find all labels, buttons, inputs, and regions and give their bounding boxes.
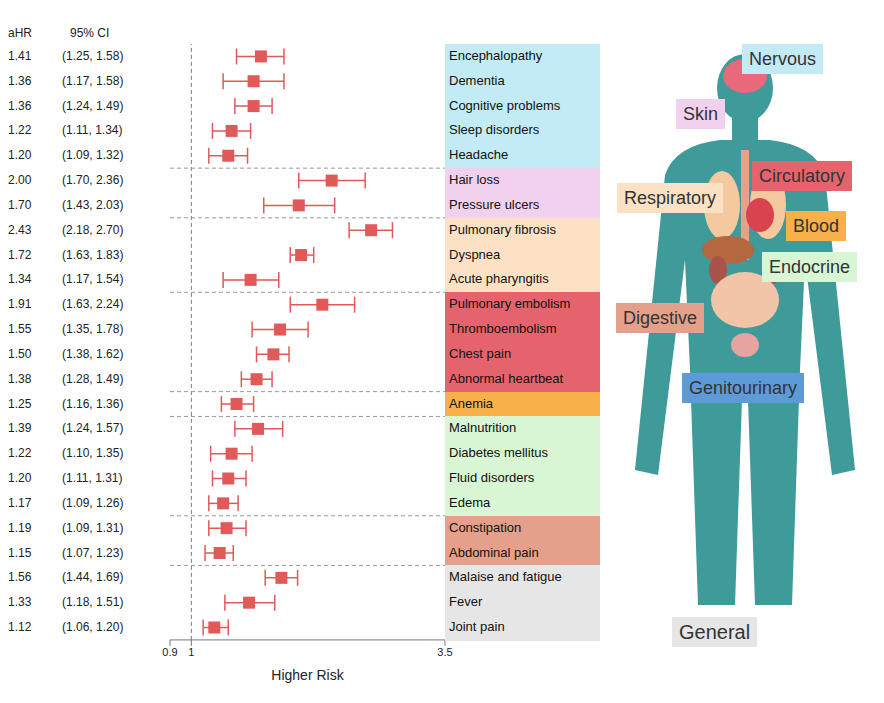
html-text:Constipation: Constipation — [449, 519, 522, 535]
html-text:1.12: 1.12 — [8, 620, 32, 635]
html-text:Pulmonary fibrosis: Pulmonary fibrosis — [449, 221, 556, 237]
html-text:(1.17, 1.54): (1.17, 1.54) — [62, 272, 124, 287]
html-text:(2.18, 2.70): (2.18, 2.70) — [62, 222, 124, 237]
svg-text:Higher Risk: Higher Risk — [271, 667, 344, 683]
html-text:(1.28, 1.49): (1.28, 1.49) — [62, 371, 124, 386]
svg-text:1: 1 — [188, 646, 194, 658]
html-text:Pulmonary embolism: Pulmonary embolism — [449, 296, 571, 312]
html-text:(1.17, 1.58): (1.17, 1.58) — [62, 73, 124, 88]
html-text:1.19: 1.19 — [8, 520, 32, 535]
html-text:Fluid disorders: Fluid disorders — [449, 470, 535, 486]
html-text:1.50: 1.50 — [8, 347, 32, 361]
html-text:Circulatory: Circulatory — [759, 166, 845, 186]
html-text:(1.06, 1.20): (1.06, 1.20) — [62, 620, 124, 635]
html-text:Acute pharyngitis: Acute pharyngitis — [449, 271, 549, 287]
html-text:1.41: 1.41 — [8, 49, 32, 63]
svg-text:0.9: 0.9 — [162, 646, 177, 658]
html-text:Chest pain: Chest pain — [449, 346, 512, 361]
html-text:(1.63, 2.24): (1.63, 2.24) — [62, 297, 124, 312]
html-text:1.55: 1.55 — [8, 322, 32, 337]
html-text:(1.44, 1.69): (1.44, 1.69) — [62, 570, 124, 585]
svg-text:3.5: 3.5 — [437, 646, 452, 658]
html-text:1.33: 1.33 — [8, 595, 32, 610]
html-text:1.22: 1.22 — [8, 446, 32, 461]
html-text:Headache: Headache — [449, 147, 509, 163]
html-text:Nervous: Nervous — [749, 49, 816, 69]
html-text:Skin: Skin — [683, 104, 718, 124]
html-text:Malaise and fatigue: Malaise and fatigue — [449, 569, 562, 585]
html-text:95% CI: 95% CI — [70, 26, 110, 40]
html-text:Endocrine: Endocrine — [769, 257, 851, 277]
html-text:Fever: Fever — [449, 594, 483, 610]
html-text:1.36: 1.36 — [8, 73, 32, 88]
html-text:Sleep disorders: Sleep disorders — [449, 122, 540, 138]
html-text:Cognitive problems: Cognitive problems — [449, 97, 561, 113]
html-text:(1.24, 1.57): (1.24, 1.57) — [62, 421, 124, 436]
html-text:Pressure ulcers: Pressure ulcers — [449, 197, 540, 212]
html-text:1.22: 1.22 — [8, 123, 32, 138]
html-text:(1.16, 1.36): (1.16, 1.36) — [62, 396, 124, 411]
html-text:Respiratory: Respiratory — [624, 188, 716, 208]
html-text:Genitourinary: Genitourinary — [689, 378, 798, 398]
html-text:1.17: 1.17 — [8, 495, 32, 510]
html-text:Dementia: Dementia — [449, 72, 505, 88]
html-text:1.91: 1.91 — [8, 297, 32, 312]
html-text:(1.18, 1.51): (1.18, 1.51) — [62, 595, 124, 610]
html-text:Joint pain: Joint pain — [449, 619, 505, 635]
html-text:(1.10, 1.35): (1.10, 1.35) — [62, 446, 124, 461]
html-text:1.72: 1.72 — [8, 247, 32, 262]
html-text:Encephalopathy: Encephalopathy — [449, 48, 543, 63]
html-text:(1.43, 2.03): (1.43, 2.03) — [62, 198, 124, 212]
html-text:(1.35, 1.78): (1.35, 1.78) — [62, 322, 124, 337]
html-text:(1.24, 1.49): (1.24, 1.49) — [62, 98, 124, 113]
html-text:1.20: 1.20 — [8, 148, 32, 163]
html-text:Thromboembolism: Thromboembolism — [449, 321, 557, 337]
html-text:General: General — [679, 621, 751, 643]
html-text:Dyspnea: Dyspnea — [449, 246, 501, 262]
html-text:(1.25, 1.58): (1.25, 1.58) — [62, 49, 124, 63]
html-text:1.34: 1.34 — [8, 272, 32, 287]
html-text:(1.63, 1.83): (1.63, 1.83) — [62, 247, 124, 262]
html-text:(1.38, 1.62): (1.38, 1.62) — [62, 347, 124, 361]
html-text:(1.09, 1.31): (1.09, 1.31) — [62, 520, 124, 535]
html-text:1.39: 1.39 — [8, 421, 32, 436]
html-text:(1.09, 1.32): (1.09, 1.32) — [62, 148, 124, 163]
html-text:1.15: 1.15 — [8, 545, 32, 560]
html-text:(1.11, 1.34): (1.11, 1.34) — [62, 123, 123, 138]
html-text:1.36: 1.36 — [8, 98, 32, 113]
html-text:1.38: 1.38 — [8, 371, 32, 386]
html-text:1.56: 1.56 — [8, 570, 32, 585]
html-text:1.20: 1.20 — [8, 471, 32, 486]
html-text:(1.07, 1.23): (1.07, 1.23) — [62, 545, 124, 560]
html-text:Malnutrition: Malnutrition — [449, 420, 517, 436]
html-text:aHR: aHR — [8, 26, 32, 40]
html-text:Hair loss: Hair loss — [449, 172, 500, 188]
html-text:2.43: 2.43 — [8, 222, 32, 237]
html-text:(1.70, 2.36): (1.70, 2.36) — [62, 173, 124, 188]
html-text:Blood: Blood — [793, 216, 839, 236]
html-text:1.25: 1.25 — [8, 396, 32, 411]
html-text:Anemia: Anemia — [449, 395, 494, 411]
html-text:2.00: 2.00 — [8, 173, 32, 188]
html-text:(1.11, 1.31): (1.11, 1.31) — [62, 471, 123, 486]
html-text:Abnormal heartbeat: Abnormal heartbeat — [449, 370, 564, 386]
html-text:(1.09, 1.26): (1.09, 1.26) — [62, 495, 124, 510]
html-text:Edema: Edema — [449, 494, 491, 510]
html-text:Diabetes mellitus: Diabetes mellitus — [449, 445, 548, 461]
html-text:Digestive: Digestive — [623, 308, 697, 328]
html-text:1.70: 1.70 — [8, 198, 32, 212]
html-text:Abdominal pain: Abdominal pain — [449, 544, 539, 560]
